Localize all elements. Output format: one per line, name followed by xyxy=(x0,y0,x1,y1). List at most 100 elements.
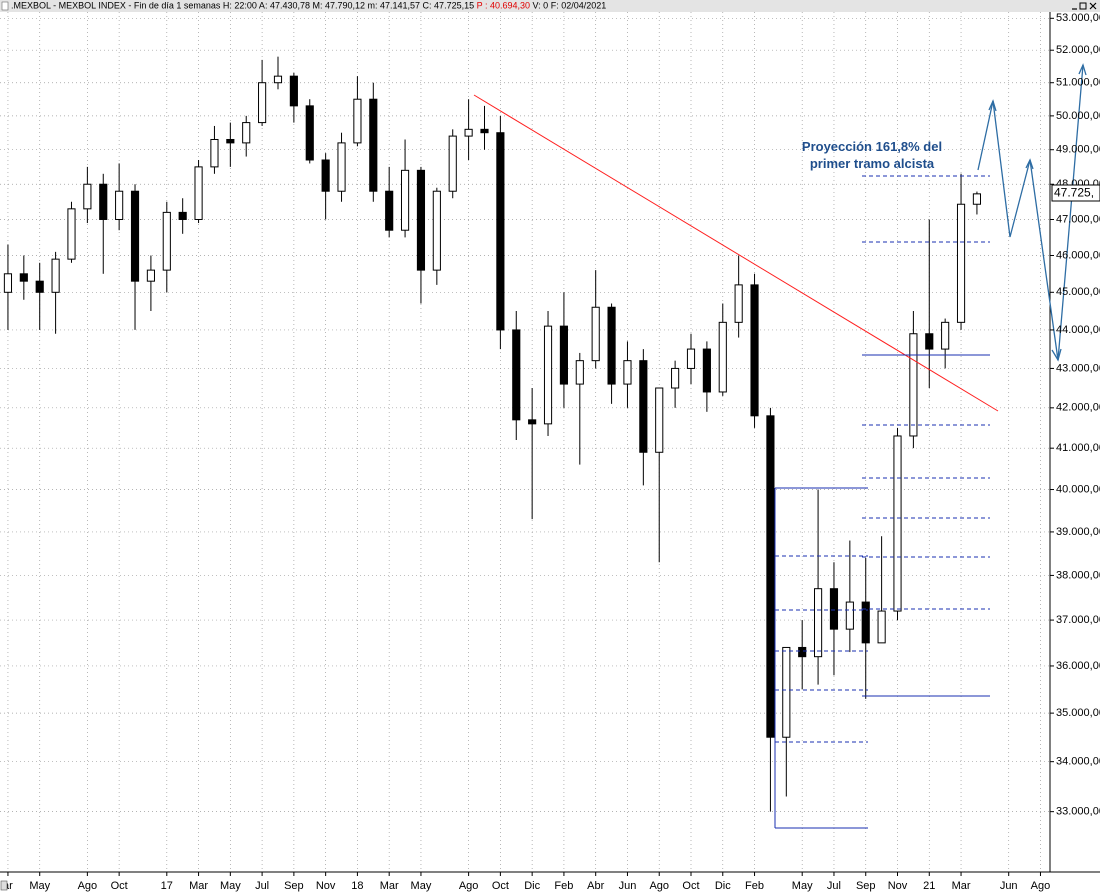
candle-body xyxy=(321,159,330,192)
candle-body xyxy=(83,183,92,210)
arrow-head xyxy=(988,99,997,112)
annotation-line: primer tramo alcista xyxy=(810,156,935,171)
candle-body xyxy=(51,258,60,293)
x-tick-label: Oct xyxy=(682,880,699,892)
candle-body xyxy=(178,211,187,220)
x-tick-label: Mar xyxy=(189,880,208,892)
x-tick-label: Jun xyxy=(619,880,637,892)
y-tick-label: 40.000,00 xyxy=(1056,483,1100,495)
title-bar xyxy=(0,0,1100,12)
y-tick-label: 46.000,00 xyxy=(1056,249,1100,261)
arrow-head xyxy=(1025,158,1034,170)
y-tick-label: 43.000,00 xyxy=(1056,362,1100,374)
x-tick-label: Feb xyxy=(554,880,573,892)
candle-body xyxy=(575,360,584,385)
candle-body xyxy=(289,75,298,107)
maximize-button[interactable] xyxy=(1079,2,1087,10)
candle-body xyxy=(67,208,76,260)
candle-body xyxy=(400,169,410,231)
candle-body xyxy=(766,415,775,738)
candle-body xyxy=(448,135,457,192)
scroll-icon[interactable] xyxy=(0,880,8,891)
candle-body xyxy=(146,269,155,282)
x-tick-label: Oct xyxy=(492,880,509,892)
candle-body xyxy=(369,98,378,192)
candle-body xyxy=(972,193,982,205)
y-tick-label: 47.000,00 xyxy=(1056,213,1100,225)
y-tick-label: 35.000,00 xyxy=(1056,707,1100,719)
last-price-box xyxy=(1051,184,1100,202)
y-tick-label: 53.000,00 xyxy=(1056,12,1100,24)
candle-body xyxy=(607,306,616,385)
candle-body xyxy=(750,284,759,417)
candle-body xyxy=(242,122,251,144)
window-controls[interactable] xyxy=(1072,2,1097,10)
x-tick-label: Sep xyxy=(284,880,304,892)
header-title: .MEXBOL - MEXBOL INDEX - Fin de día 1 se… xyxy=(11,1,474,11)
x-tick-label: 18 xyxy=(351,880,363,892)
y-tick-label: 44.000,00 xyxy=(1056,324,1100,336)
candle-body xyxy=(115,190,124,220)
candle-body xyxy=(702,348,711,393)
candle-body xyxy=(909,333,918,437)
candle-body xyxy=(480,128,489,134)
x-tick-label: Ago xyxy=(649,880,669,892)
y-tick-label: 49.000,00 xyxy=(1056,144,1100,156)
header-tail: V: 0 F: 02/04/2021 xyxy=(533,1,607,11)
candle-body xyxy=(226,138,235,144)
fibonacci-levels xyxy=(774,175,990,829)
x-tick-label: Jul xyxy=(827,880,841,892)
candle-body xyxy=(273,75,283,84)
y-tick-label: 36.000,00 xyxy=(1056,660,1100,672)
candle-body xyxy=(925,333,934,350)
candle-body xyxy=(671,367,680,389)
candle-body xyxy=(194,166,203,220)
x-tick-label: Dic xyxy=(715,880,731,892)
candle-body xyxy=(162,211,171,271)
candle-body xyxy=(496,132,505,331)
close-button[interactable] xyxy=(1089,2,1097,10)
x-tick-label: Sep xyxy=(856,880,876,892)
candle-body xyxy=(655,387,664,453)
price-axis: 33.000,00 34.000,00 35.000,00 36.000,00 37.0… xyxy=(1050,12,1100,818)
candle-body xyxy=(877,610,886,644)
x-tick-label: Nov xyxy=(316,880,336,892)
x-tick-label: Nov xyxy=(888,880,908,892)
candle-body xyxy=(19,273,28,282)
candle-body xyxy=(639,360,648,453)
x-tick-label: Feb xyxy=(745,880,764,892)
annotation-line: Proyección 161,8% del xyxy=(802,139,942,154)
x-tick-label: 17 xyxy=(161,880,173,892)
x-tick-label: ar xyxy=(3,880,13,892)
candle-body xyxy=(845,601,854,630)
y-tick-label: 52.000,00 xyxy=(1056,44,1100,56)
x-tick-label: May xyxy=(29,880,50,892)
candle-body xyxy=(559,325,568,385)
header-price: P : 40.694,30 xyxy=(477,1,530,11)
y-tick-label: 33.000,00 xyxy=(1056,806,1100,818)
candle-body xyxy=(99,183,108,220)
candle-body xyxy=(814,588,823,658)
x-tick-label: Jul xyxy=(255,880,269,892)
candle-body xyxy=(353,98,362,144)
header-text: .MEXBOL - MEXBOL INDEX - Fin de día 1 se… xyxy=(11,1,606,11)
trend-line xyxy=(473,94,999,412)
y-tick-label: 42.000,00 xyxy=(1056,402,1100,414)
candle-body xyxy=(305,105,314,161)
candle-body xyxy=(35,280,44,293)
candle-body xyxy=(782,646,791,738)
candle-body xyxy=(512,329,521,421)
candles xyxy=(3,56,982,812)
x-tick-label: Jun xyxy=(1000,880,1018,892)
y-tick-label: 41.000,00 xyxy=(1056,442,1100,454)
candle-body xyxy=(210,138,219,168)
candle-body xyxy=(956,203,966,323)
candle-body xyxy=(543,325,553,425)
candle-body xyxy=(941,321,950,350)
last-price-label: 47.725, xyxy=(1054,186,1094,200)
projection-arrows xyxy=(977,63,1087,362)
candle-body xyxy=(432,190,441,271)
candle-body xyxy=(130,190,140,282)
